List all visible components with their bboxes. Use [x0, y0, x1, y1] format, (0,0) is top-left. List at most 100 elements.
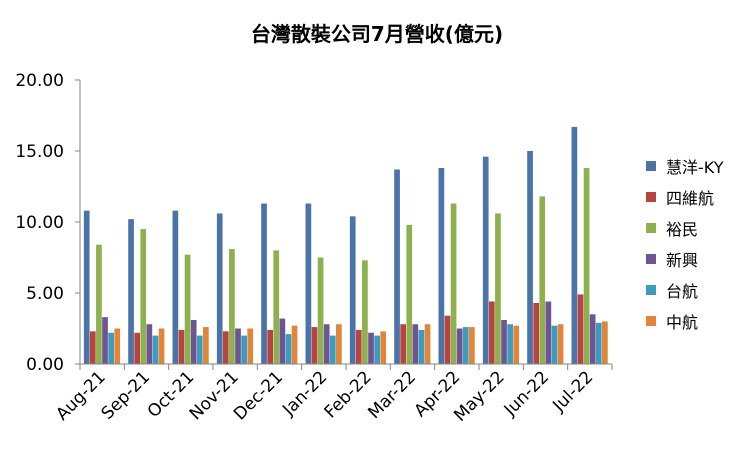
bar: [583, 168, 590, 364]
legend-swatch: [646, 222, 656, 233]
bar: [216, 213, 223, 364]
bar: [495, 213, 501, 364]
bar: [374, 335, 380, 364]
bar: [241, 335, 247, 364]
bar: [96, 244, 102, 364]
x-tick-label: Sep-21: [98, 367, 154, 423]
chart-title: 台灣散裝公司7月營收(億元): [250, 22, 504, 46]
legend-swatch: [646, 191, 656, 202]
bar: [291, 325, 298, 364]
bar: [456, 328, 463, 364]
bar: [571, 126, 578, 364]
bar: [545, 301, 552, 364]
chart-legend: 慧洋-KY 四維航裕民新興台航中航: [646, 150, 723, 336]
bar: [444, 315, 451, 364]
y-tick-label: 5.00: [26, 284, 64, 304]
bar: [602, 321, 608, 364]
bar: [140, 229, 147, 364]
bar: [349, 216, 356, 364]
bar: [146, 324, 153, 364]
bar: [83, 210, 90, 364]
bar: [362, 260, 368, 364]
bar: [355, 329, 362, 364]
bar: [190, 319, 197, 364]
x-tick-label: Aug-21: [52, 367, 109, 424]
bar: [513, 325, 520, 364]
bar: [400, 324, 406, 364]
bar: [108, 332, 114, 364]
bar: [394, 169, 400, 364]
legend-swatch: [646, 315, 656, 326]
bar: [134, 332, 140, 364]
bar: [380, 331, 387, 364]
bar: [172, 210, 179, 364]
bar: [261, 203, 267, 364]
legend-label: 台航: [666, 281, 699, 301]
bar: [152, 335, 159, 364]
legend-swatch: [646, 160, 656, 171]
legend-label: 四維航: [666, 188, 715, 208]
bar: [267, 329, 273, 364]
legend-item: 新興: [646, 243, 723, 274]
legend-item: 中航: [646, 305, 723, 336]
bar: [482, 156, 489, 364]
y-tick-label: 15.00: [15, 142, 64, 162]
legend-label: 裕民: [666, 219, 699, 239]
legend-item: 慧洋-KY: [646, 150, 723, 181]
bar: [323, 324, 330, 364]
y-tick-label: 20.00: [15, 71, 64, 91]
bar: [196, 335, 203, 364]
bar: [279, 318, 286, 364]
bar: [577, 294, 584, 364]
bar: [501, 319, 507, 364]
bar: [329, 335, 336, 364]
x-tick-label: Jun-22: [500, 367, 553, 420]
bar: [438, 168, 445, 364]
bar: [589, 314, 596, 364]
bar: [305, 203, 312, 364]
y-tick-label: 0.00: [26, 355, 64, 375]
bar: [285, 334, 292, 364]
bar: [178, 329, 185, 364]
x-tick-label: May-22: [450, 367, 508, 425]
bar: [158, 328, 165, 364]
bar: [368, 332, 374, 364]
legend-label: 中航: [666, 312, 699, 332]
legend-label: 慧洋-KY: [666, 157, 724, 177]
x-tick-label: Mar-22: [364, 367, 420, 423]
bar: [551, 325, 558, 364]
x-tick-label: Feb-22: [321, 367, 376, 422]
bar: [317, 257, 324, 364]
bar: [527, 151, 533, 364]
x-tick-label: Dec-21: [230, 367, 287, 424]
bar: [406, 224, 413, 364]
bar: [247, 328, 254, 364]
bar: [102, 317, 108, 364]
bar: [128, 219, 134, 364]
legend-item: 四維航: [646, 181, 723, 212]
legend-item: 裕民: [646, 212, 723, 243]
bar: [533, 302, 539, 364]
bar: [595, 322, 602, 364]
bar: [222, 331, 229, 364]
bar: [539, 196, 546, 364]
bar: [184, 254, 191, 364]
y-tick-label: 10.00: [15, 213, 64, 233]
bar: [235, 328, 241, 364]
bar: [488, 301, 495, 364]
bar: [469, 327, 475, 364]
bar: [507, 324, 513, 364]
bar: [557, 324, 564, 364]
bar: [273, 250, 280, 364]
bar: [336, 324, 342, 364]
bar: [450, 203, 457, 364]
bar: [89, 331, 96, 364]
legend-swatch: [646, 284, 656, 295]
bar: [424, 324, 431, 364]
bar: [418, 329, 425, 364]
bar: [203, 327, 209, 364]
legend-swatch: [646, 253, 656, 264]
bar: [229, 248, 235, 364]
legend-label: 新興: [666, 250, 699, 270]
